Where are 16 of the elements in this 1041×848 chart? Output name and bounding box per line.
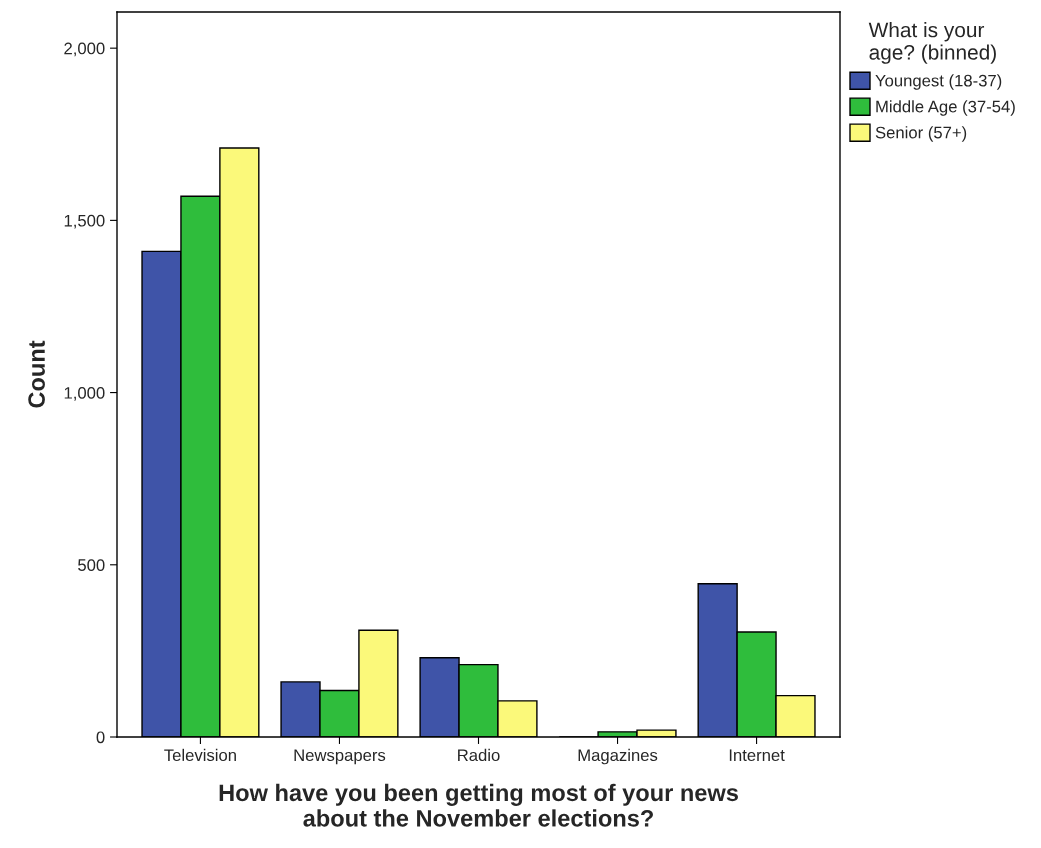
x-tick-label: Internet: [729, 749, 785, 762]
y-tick-label: 2,000: [64, 42, 105, 57]
x-tick-label: Radio: [458, 748, 500, 762]
legend-title: What is your age? (binned): [868, 22, 996, 64]
x-tick-label: Newspapers: [294, 749, 386, 765]
y-tick-label: 500: [78, 559, 105, 571]
x-tick-label: Magazines: [578, 748, 658, 765]
legend-label: Senior (57+): [875, 126, 967, 142]
y-tick-label: 0: [96, 731, 105, 744]
legend-label: Middle Age (37-54): [876, 100, 1015, 116]
x-tick-label: Television: [164, 748, 236, 762]
x-axis-title: How have you been getting most of your news about the November elections?: [219, 783, 738, 827]
legend-label: Youngest (18-37): [875, 74, 1002, 90]
y-tick-label: 1,500: [64, 214, 105, 229]
y-axis-title: Count: [28, 340, 45, 408]
y-tick-label: 1,000: [64, 386, 105, 401]
